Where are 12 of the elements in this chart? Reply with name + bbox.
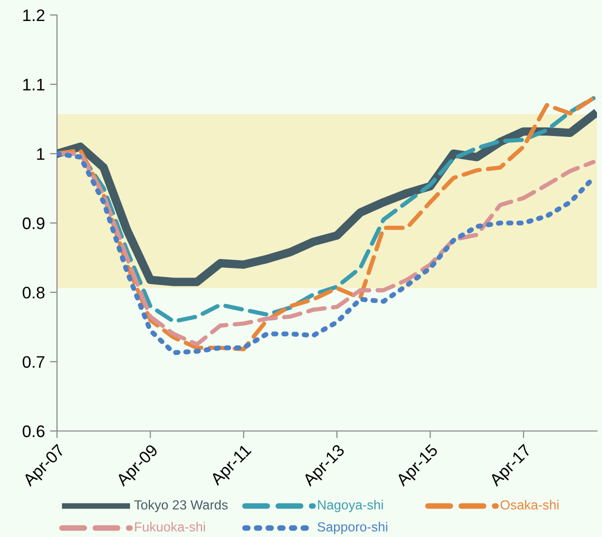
y-tick-label: 0.8 [22,286,44,299]
text: Tokyo 23 Wards [134,500,228,512]
text: Sapporo-shi [318,522,388,534]
y-tick-label: 1.2 [23,9,44,22]
y-tick-label: 0.7 [22,356,44,368]
text: Nagoya-shi [318,500,383,512]
text: Fukuoka-shi [135,522,205,532]
y-tick-label: 0.6 [22,425,44,438]
text: Osaka-shi [500,500,559,510]
y-tick-label: 1.1 [23,78,44,90]
y-tick-label: 1 [37,148,44,160]
y-tick-label: 0.9 [22,217,44,230]
